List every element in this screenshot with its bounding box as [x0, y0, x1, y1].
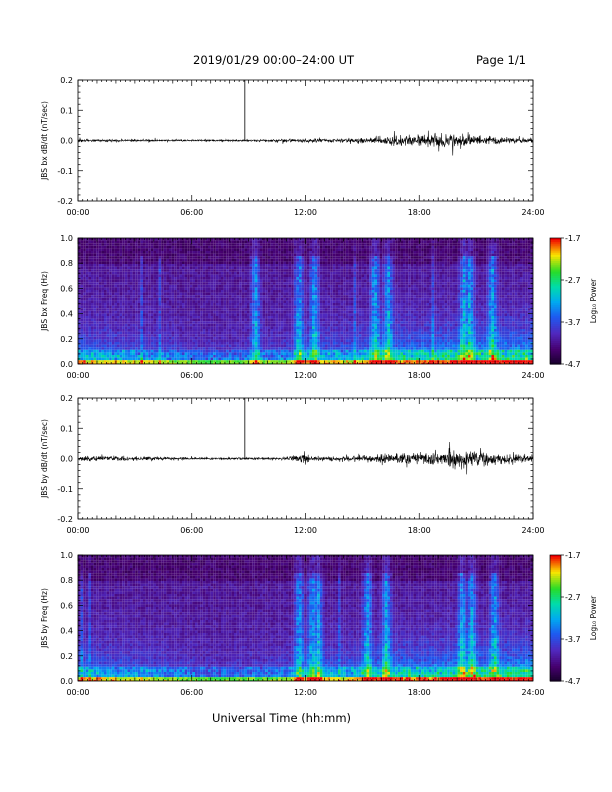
y-tick-label: 0.2	[60, 394, 73, 403]
y-axis-label: JBS by dB/dt (nT/sec)	[40, 419, 49, 499]
colorbar-label: Log₁₀ Power	[589, 595, 598, 640]
y-axis-label: JBS bx Freq (Hz)	[40, 271, 49, 332]
colorbar: -1.7 -2.7 -3.7 -4.7 Log₁₀ Power	[549, 234, 598, 369]
colorbar-tick-label: -2.7	[565, 276, 581, 285]
y-tick-label: 0.6	[60, 284, 73, 293]
timeseries-panel-1: 00:00 06:00 12:00 18:00 24:00 0.2 0.1 0.0 -0.1 -0…	[40, 76, 545, 217]
x-tick-label: 24:00	[521, 208, 544, 217]
x-tick-label: 00:00	[66, 371, 89, 380]
y-tick-label: 0.2	[60, 76, 73, 85]
colorbar-tick-label: -1.7	[565, 551, 581, 560]
x-tick-label: 06:00	[180, 208, 203, 217]
x-tick-label: 12:00	[294, 208, 317, 217]
series-line	[77, 442, 534, 475]
x-tick-label: 12:00	[294, 371, 317, 380]
y-tick-label: -0.2	[57, 515, 73, 524]
y-axis-label: JBS bx dB/dt (nT/sec)	[40, 101, 49, 181]
x-axis-label: Universal Time (hh:mm)	[212, 711, 352, 725]
colorbar-label: Log₁₀ Power	[589, 278, 598, 323]
x-tick-label: 24:00	[521, 688, 544, 697]
spectrogram-panel-2: 00:00 06:00 12:00 18:00 24:00 1.0 0.8 0.6 0.4 0.2…	[40, 234, 598, 380]
y-tick-label: 0.8	[60, 576, 73, 585]
y-tick-label: -0.1	[57, 485, 73, 494]
colorbar-tick-label: -3.7	[565, 635, 581, 644]
colorbar-tick-label: -4.7	[565, 360, 581, 369]
y-tick-label: 0.4	[60, 627, 73, 636]
page-title: 2019/01/29 00:00–24:00 UT	[193, 53, 355, 67]
x-tick-label: 12:00	[294, 688, 317, 697]
x-tick-label: 06:00	[180, 371, 203, 380]
colorbar: -1.7 -2.7 -3.7 -4.7 Log₁₀ Power	[549, 551, 598, 686]
y-tick-label: 1.0	[60, 234, 73, 243]
y-tick-label: -0.2	[57, 197, 73, 206]
y-tick-label: 0.4	[60, 310, 73, 319]
colorbar-tick-label: -4.7	[565, 677, 581, 686]
page-number: Page 1/1	[476, 53, 527, 67]
x-tick-label: 00:00	[66, 526, 89, 535]
x-tick-label: 18:00	[408, 371, 431, 380]
y-tick-label: 0.2	[60, 335, 73, 344]
y-tick-label: 0.1	[60, 424, 73, 433]
colorbar-tick-label: -1.7	[565, 234, 581, 243]
x-tick-label: 06:00	[180, 688, 203, 697]
y-axis-label: JBS by Freq (Hz)	[40, 588, 49, 649]
x-tick-label: 12:00	[294, 526, 317, 535]
y-tick-label: 0.0	[60, 677, 73, 686]
y-tick-label: 0.8	[60, 259, 73, 268]
colorbar-tick-label: -3.7	[565, 318, 581, 327]
x-tick-label: 00:00	[66, 688, 89, 697]
x-tick-label: 00:00	[66, 208, 89, 217]
timeseries-panel-3: 00:00 06:00 12:00 18:00 24:00 0.2 0.1 0.0 -0.1 -0…	[40, 394, 545, 535]
colorbar-tick-label: -2.7	[565, 593, 581, 602]
y-tick-label: -0.1	[57, 167, 73, 176]
y-tick-label: 1.0	[60, 551, 73, 560]
spectrogram-panel-4: 00:00 06:00 12:00 18:00 24:00 1.0 0.8 0.6 0.4 0.2…	[40, 551, 598, 697]
y-tick-label: 0.2	[60, 652, 73, 661]
y-tick-label: 0.0	[60, 360, 73, 369]
y-tick-label: 0.0	[60, 455, 73, 464]
y-tick-label: 0.0	[60, 137, 73, 146]
x-tick-label: 18:00	[408, 208, 431, 217]
x-tick-label: 24:00	[521, 526, 544, 535]
x-tick-label: 18:00	[408, 526, 431, 535]
series-line	[77, 130, 534, 156]
x-tick-label: 24:00	[521, 371, 544, 380]
y-tick-label: 0.1	[60, 106, 73, 115]
x-tick-label: 06:00	[180, 526, 203, 535]
x-tick-label: 18:00	[408, 688, 431, 697]
y-tick-label: 0.6	[60, 601, 73, 610]
